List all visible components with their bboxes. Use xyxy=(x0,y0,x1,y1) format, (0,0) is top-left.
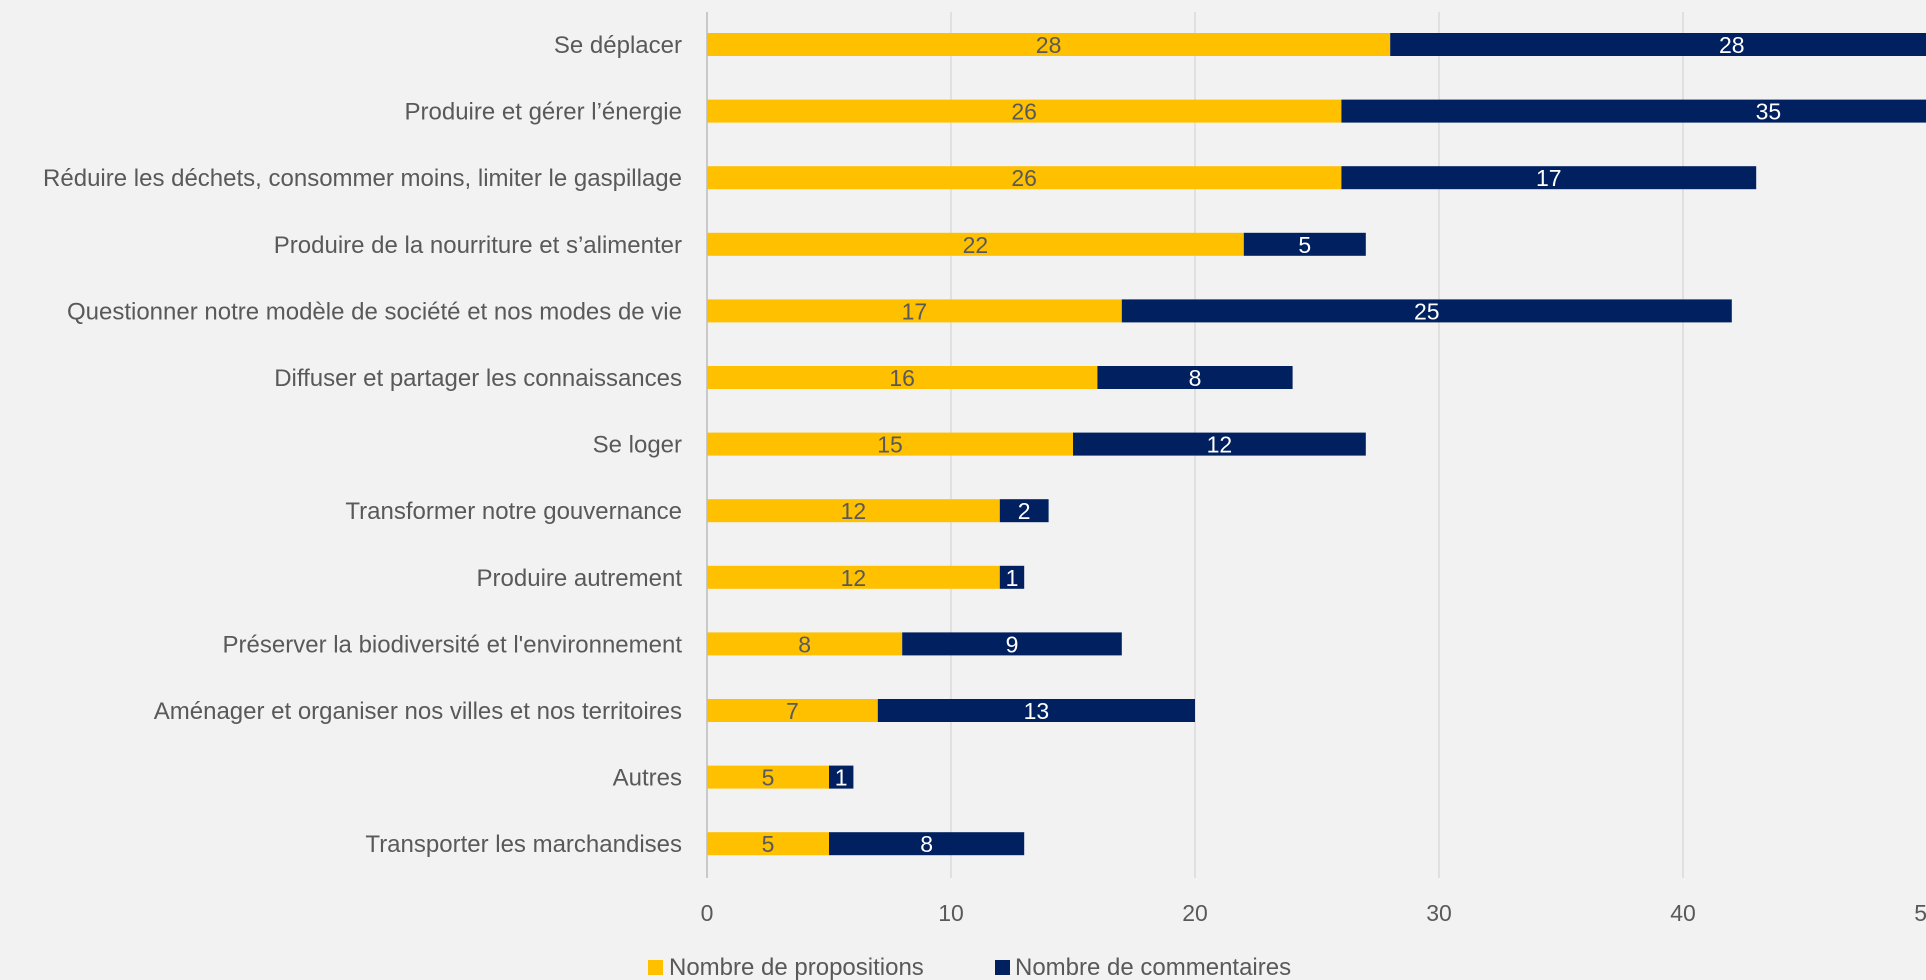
data-label: 25 xyxy=(1414,298,1440,324)
data-label: 8 xyxy=(1189,365,1202,391)
bar-segment-propositions xyxy=(707,432,1073,456)
bar-segment-propositions xyxy=(707,765,829,789)
legend: Nombre de propositions Nombre de commenta… xyxy=(648,954,1291,980)
bar-segment-commentaires xyxy=(902,632,1122,656)
bar-segment-propositions xyxy=(707,499,1000,523)
bar-segment-commentaires xyxy=(1243,232,1366,256)
bar-segment-commentaires xyxy=(829,765,854,789)
x-tick-label: 50 xyxy=(1914,900,1926,926)
bar-segment-commentaires xyxy=(1073,432,1366,456)
x-tick-label: 0 xyxy=(701,900,714,926)
bar-segment-propositions xyxy=(707,33,1391,56)
bar-segment-commentaires xyxy=(999,499,1049,523)
data-label: 17 xyxy=(902,298,928,324)
x-tick-label: 30 xyxy=(1426,900,1452,926)
bar-segment-propositions xyxy=(707,699,878,722)
x-tick-label: 20 xyxy=(1182,900,1208,926)
data-label: 5 xyxy=(762,765,775,791)
bar-segment-commentaires xyxy=(1097,366,1293,389)
data-label: 26 xyxy=(1011,99,1037,125)
bar-segment-propositions xyxy=(707,832,829,856)
data-label: 28 xyxy=(1719,32,1745,58)
category-label: Produire de la nourriture et s’alimenter xyxy=(274,232,682,259)
data-label: 35 xyxy=(1756,99,1782,125)
legend-label: Nombre de propositions xyxy=(669,954,924,980)
category-label: Transformer notre gouvernance xyxy=(345,498,682,525)
category-label: Préserver la biodiversité et l'environne… xyxy=(223,631,683,658)
bar-segment-commentaires xyxy=(1121,299,1732,323)
legend-swatch xyxy=(995,960,1010,975)
category-label: Se loger xyxy=(593,432,682,459)
bar-segment-commentaires xyxy=(1341,99,1926,123)
category-label: Produire autrement xyxy=(477,565,683,592)
data-label: 8 xyxy=(798,631,811,657)
category-labels: Se déplacer Produire et gérer l’énergie Ré… xyxy=(43,32,682,858)
bar-segment-commentaires xyxy=(1390,33,1926,56)
data-label: 13 xyxy=(1024,698,1050,724)
data-label: 17 xyxy=(1536,165,1562,191)
category-label: Diffuser et partager les connaissances xyxy=(274,365,682,392)
data-label: 5 xyxy=(762,831,775,857)
category-label: Transporter les marchandises xyxy=(365,831,682,858)
category-label: Questionner notre modèle de société et n… xyxy=(67,298,682,325)
data-label: 8 xyxy=(920,831,933,857)
data-label: 9 xyxy=(1006,631,1019,657)
data-label: 2 xyxy=(1018,498,1031,524)
category-label: Se déplacer xyxy=(554,32,682,59)
category-label: Produire et gérer l’énergie xyxy=(405,99,683,126)
bar-segment-commentaires xyxy=(999,565,1025,589)
data-label: 12 xyxy=(841,565,867,591)
data-label: 1 xyxy=(1006,565,1019,591)
data-label: 22 xyxy=(963,232,989,258)
data-label: 12 xyxy=(841,498,867,524)
data-label: 26 xyxy=(1011,165,1037,191)
bar-segment-commentaires xyxy=(877,699,1195,722)
bar-segment-propositions xyxy=(707,366,1098,389)
x-tick-label: 40 xyxy=(1670,900,1696,926)
bar-segment-commentaires xyxy=(1341,166,1757,190)
legend-label: Nombre de commentaires xyxy=(1015,954,1291,980)
category-label: Autres xyxy=(613,765,682,792)
bar-segment-propositions xyxy=(707,632,903,656)
bar-segment-propositions xyxy=(707,232,1244,256)
data-label: 12 xyxy=(1207,432,1233,458)
bar-segment-propositions xyxy=(707,565,1000,589)
data-label: 1 xyxy=(835,765,848,791)
legend-swatch xyxy=(648,960,663,975)
bar-segment-propositions xyxy=(707,166,1342,190)
value-axis: 010203040506070 xyxy=(701,12,1926,926)
bar-segment-commentaires xyxy=(829,832,1025,856)
category-label: Aménager et organiser nos villes et nos … xyxy=(154,698,682,725)
x-tick-label: 10 xyxy=(938,900,964,926)
data-label: 15 xyxy=(877,432,903,458)
data-label: 7 xyxy=(786,698,799,724)
data-label: 5 xyxy=(1298,232,1311,258)
bar-segment-propositions xyxy=(707,299,1122,323)
bar-segment-propositions xyxy=(707,99,1342,123)
data-label: 28 xyxy=(1036,32,1062,58)
category-label: Réduire les déchets, consommer moins, li… xyxy=(43,165,682,192)
data-label: 16 xyxy=(889,365,915,391)
